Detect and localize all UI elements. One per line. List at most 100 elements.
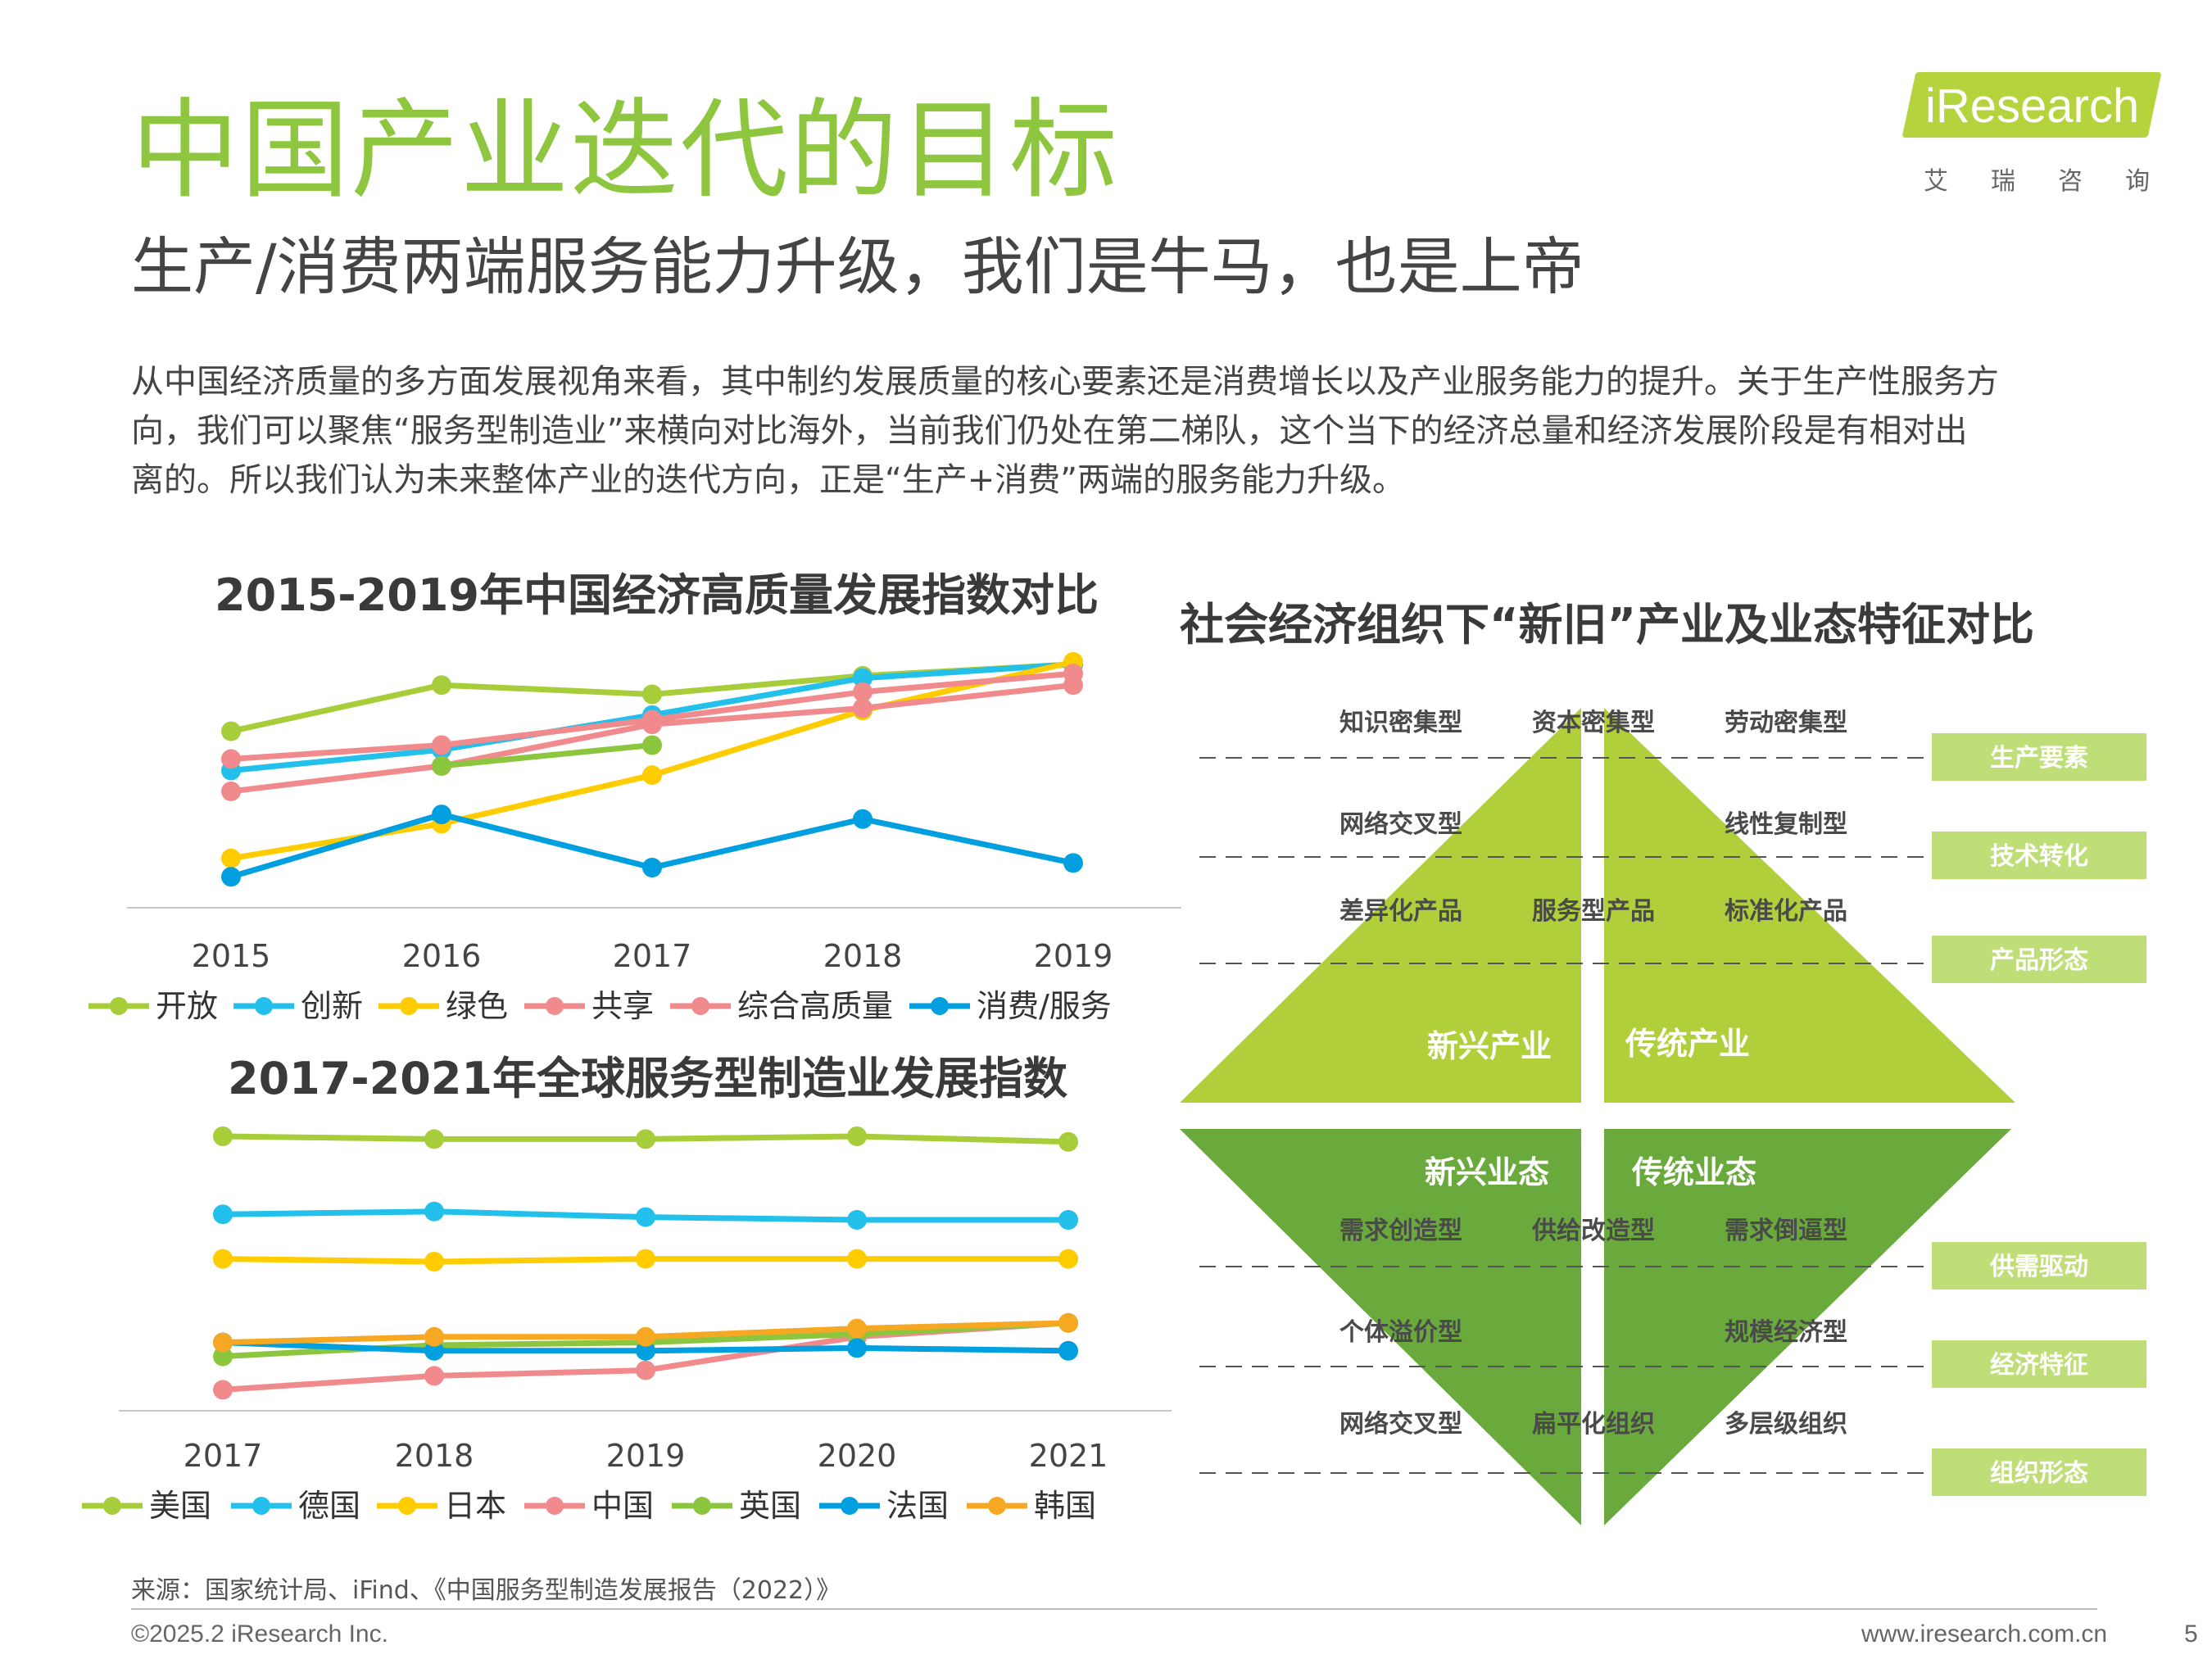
- feature-label: 网络交叉型: [1339, 1410, 1462, 1439]
- feature-label: 知识密集型: [1339, 709, 1462, 737]
- data-point: [213, 1380, 233, 1400]
- legend-swatch-dot: [400, 997, 418, 1015]
- category-label: 技术转化: [1990, 842, 2088, 871]
- data-point: [213, 1126, 233, 1146]
- x-tick-label: 2015: [192, 938, 271, 974]
- data-point: [636, 1207, 655, 1227]
- data-point: [424, 1129, 444, 1149]
- legend-label: 共享: [592, 988, 654, 1024]
- legend-swatch-dot: [546, 997, 564, 1015]
- feature-label: 劳动密集型: [1725, 709, 1847, 737]
- data-point: [213, 1249, 233, 1269]
- data-point: [1058, 1249, 1078, 1269]
- data-point: [1058, 1131, 1078, 1152]
- website-link[interactable]: www.iresearch.com.cn: [1861, 1620, 2108, 1648]
- data-point: [853, 809, 873, 829]
- data-point: [847, 1126, 867, 1146]
- legend-label: 日本: [444, 1488, 506, 1524]
- data-point: [847, 1210, 867, 1230]
- series-line: [441, 742, 653, 769]
- x-tick-label: 2020: [818, 1438, 897, 1474]
- feature-label: 资本密集型: [1532, 709, 1655, 737]
- data-point: [1058, 1340, 1078, 1361]
- diagram-title: 社会经济组织下“新旧”产业及业态特征对比: [1180, 599, 2034, 650]
- intro-paragraph: 从中国经济质量的多方面发展视角来看，其中制约发展质量的核心要素还是消费增长以及产…: [131, 357, 2081, 505]
- feature-label: 个体溢价型: [1339, 1318, 1462, 1347]
- data-point: [642, 684, 662, 705]
- legend-label: 英国: [739, 1488, 801, 1524]
- emerging-industry-label: 新兴产业: [1427, 1028, 1552, 1064]
- data-point: [847, 1338, 867, 1358]
- data-point: [221, 749, 241, 769]
- page-subtitle: 生产/消费两端服务能力升级，我们是牛马，也是上帝: [131, 230, 1584, 303]
- x-tick-label: 2017: [184, 1438, 263, 1474]
- data-point: [636, 1360, 655, 1380]
- data-point: [636, 1249, 655, 1269]
- x-tick-label: 2021: [1029, 1438, 1108, 1474]
- traditional-industry-label: 传统产业: [1625, 1026, 1750, 1062]
- category-box: [1932, 1448, 2146, 1496]
- data-point: [636, 1129, 655, 1149]
- category-box: [1932, 832, 2146, 879]
- data-point: [853, 682, 873, 702]
- data-point: [432, 755, 451, 776]
- source-note: 来源：国家统计局、iFind、《中国服务型制造发展报告（2022）》: [131, 1576, 841, 1605]
- legend-swatch-dot: [546, 1497, 564, 1515]
- legend-swatch-dot: [841, 1497, 859, 1515]
- feature-label: 多层级组织: [1725, 1410, 1847, 1439]
- category-label: 供需驱动: [1989, 1253, 2088, 1281]
- legend-label: 中国: [592, 1488, 654, 1524]
- category-label: 产品形态: [1990, 946, 2088, 975]
- data-point: [221, 781, 241, 801]
- data-point: [1063, 675, 1083, 696]
- data-point: [213, 1204, 233, 1225]
- legend-swatch-dot: [398, 1497, 416, 1515]
- data-point: [1058, 1210, 1078, 1230]
- legend-swatch-dot: [691, 997, 709, 1015]
- copyright: ©2025.2 iResearch Inc.: [131, 1620, 388, 1648]
- logo-brand-text: iResearch: [1925, 79, 2140, 133]
- iresearch-logo: iResearch 艾瑞咨询: [1902, 72, 2171, 196]
- legend-label: 消费/服务: [977, 988, 1112, 1024]
- feature-label: 需求倒逼型: [1725, 1217, 1847, 1245]
- data-point: [642, 735, 662, 755]
- data-point: [424, 1201, 444, 1222]
- emerging-format-label: 新兴业态: [1425, 1154, 1549, 1190]
- data-point: [847, 1249, 867, 1269]
- data-point: [213, 1332, 233, 1353]
- x-tick-label: 2018: [395, 1438, 474, 1474]
- traditional-industry-triangle: [1604, 708, 2015, 1103]
- feature-label: 网络交叉型: [1339, 810, 1462, 839]
- traditional-format-label: 传统业态: [1631, 1154, 1756, 1190]
- legend-swatch-dot: [255, 997, 273, 1015]
- chart1-title: 2015-2019年中国经济高质量发展指数对比: [215, 569, 1099, 621]
- legend-label: 美国: [149, 1488, 211, 1524]
- data-point: [221, 867, 241, 887]
- feature-label: 供给改造型: [1531, 1217, 1655, 1245]
- data-point: [424, 1252, 444, 1271]
- x-tick-label: 2017: [613, 938, 692, 974]
- x-tick-label: 2018: [823, 938, 903, 974]
- page-title: 中国产业迭代的目标: [131, 88, 1119, 214]
- legend-label: 德国: [298, 1488, 360, 1524]
- data-point: [853, 698, 873, 718]
- data-point: [432, 805, 451, 825]
- x-tick-label: 2019: [1034, 938, 1113, 974]
- chart2-group: 2017 2018 2019 2020 2021 美国 德国 日本 中国 英国 法国 韩国: [82, 1126, 1172, 1524]
- emerging-industry-triangle: [1180, 708, 1581, 1103]
- page-number: 5: [2184, 1620, 2198, 1648]
- legend-swatch-dot: [988, 1497, 1006, 1515]
- feature-label: 需求创造型: [1339, 1217, 1462, 1245]
- intro-line: 离的。所以我们认为未来整体产业的迭代方向，正是“生产+消费”两端的服务能力升级。: [131, 461, 1405, 499]
- data-point: [1058, 1312, 1078, 1333]
- category-box: [1932, 733, 2146, 781]
- feature-label: 线性复制型: [1725, 810, 1847, 839]
- legend-swatch-dot: [103, 1497, 121, 1515]
- data-point: [1063, 853, 1083, 873]
- data-point: [642, 857, 662, 877]
- legend-swatch-dot: [931, 997, 949, 1015]
- feature-label: 差异化产品: [1339, 897, 1462, 926]
